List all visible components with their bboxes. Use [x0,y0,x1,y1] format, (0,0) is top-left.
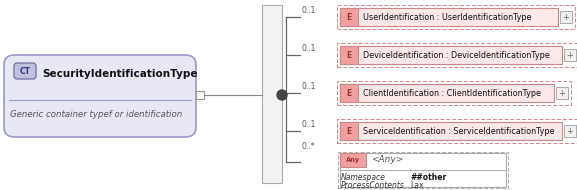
Text: 0..1: 0..1 [302,6,316,15]
Text: 0..*: 0..* [302,142,316,151]
Bar [340,8,358,26]
Bar [340,84,358,102]
Bar [564,125,576,137]
Text: +: + [567,127,574,135]
Text: DeviceIdentification : DeviceIdentificationType: DeviceIdentification : DeviceIdentificat… [363,51,550,59]
Bar [556,87,568,99]
Text: E: E [346,89,351,97]
Text: +: + [559,89,565,97]
Bar [337,43,577,67]
Bar [262,5,282,183]
Text: ProcessContents: ProcessContents [341,181,405,190]
Text: Namespace: Namespace [341,173,386,181]
Bar [560,11,572,23]
FancyBboxPatch shape [4,55,196,137]
Bar [337,119,577,143]
Text: ServiceIdentification : ServiceIdentificationType: ServiceIdentification : ServiceIdentific… [363,127,554,135]
Text: SecurityIdentificationType: SecurityIdentificationType [42,69,197,79]
Bar [340,122,562,140]
Bar [196,91,204,99]
Bar [340,153,366,167]
Text: CT: CT [20,66,31,75]
Bar [340,153,506,187]
Text: <Any>: <Any> [371,155,403,165]
Circle shape [277,90,287,100]
Text: Any: Any [346,157,360,163]
Bar [340,46,358,64]
Text: Generic container typef or identification: Generic container typef or identificatio… [10,110,182,119]
Text: Lax: Lax [410,181,424,190]
Bar [340,46,562,64]
Text: +: + [563,13,569,21]
Text: E: E [346,127,351,135]
Text: ClientIdentification : ClientIdentificationType: ClientIdentification : ClientIdentificat… [363,89,541,97]
Bar [340,8,558,26]
Text: UserIdentification : UserIdentificationType: UserIdentification : UserIdentificationT… [363,13,531,21]
FancyBboxPatch shape [14,63,36,79]
Text: E: E [346,51,351,59]
Text: +: + [567,51,574,59]
Bar [564,49,576,61]
Text: 0..1: 0..1 [302,120,316,129]
Bar [337,81,571,105]
Bar [338,152,508,188]
Bar [337,5,575,29]
Text: 0..1: 0..1 [302,82,316,91]
Text: ##other: ##other [410,173,446,181]
Bar [340,122,358,140]
Text: E: E [346,13,351,21]
Bar [340,84,554,102]
Text: 0..1: 0..1 [302,44,316,53]
